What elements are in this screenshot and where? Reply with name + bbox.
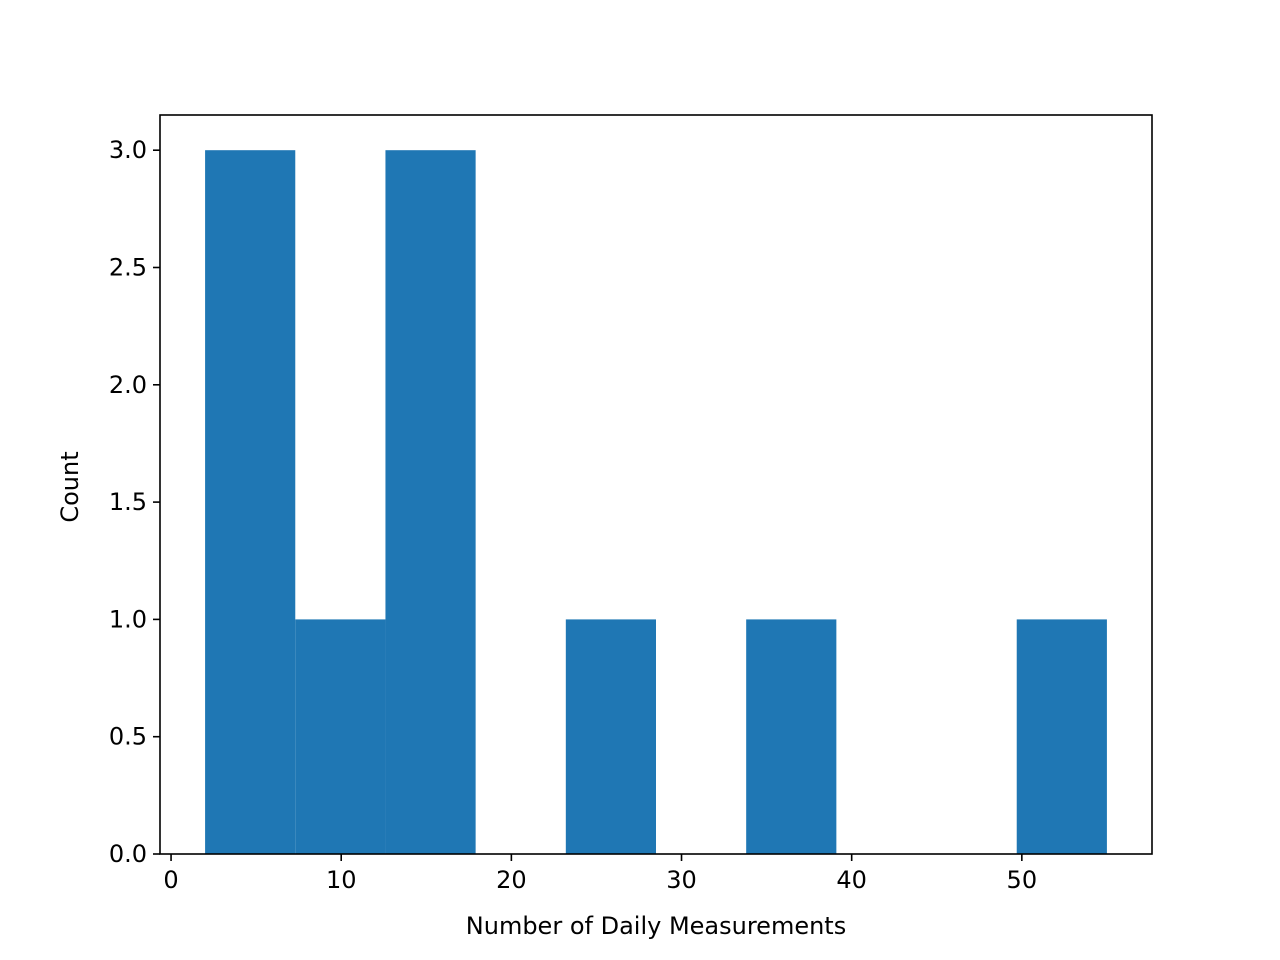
y-axis: 0.0 0.5 1.0 1.5 2.0 2.5 3.0 [109, 136, 160, 868]
y-tick-label: 0.0 [109, 840, 147, 868]
bars-group [205, 150, 1107, 854]
y-tick-label: 0.5 [109, 723, 147, 751]
x-tick-label: 20 [496, 866, 527, 894]
histogram-bar [295, 619, 386, 854]
histogram-bar [385, 150, 476, 854]
histogram-bar [1016, 619, 1107, 854]
y-tick-label: 1.0 [109, 605, 147, 633]
x-axis: 0 10 20 30 40 50 [163, 854, 1037, 894]
x-tick-label: 0 [163, 866, 178, 894]
x-tick-label: 50 [1007, 866, 1038, 894]
y-axis-label: Count [56, 451, 84, 522]
plot-frame [159, 114, 1153, 855]
x-tick-label: 40 [836, 866, 867, 894]
x-axis-label: Number of Daily Measurements [466, 912, 846, 940]
y-tick-label: 3.0 [109, 136, 147, 164]
histogram-bar [205, 150, 296, 854]
y-tick-label: 2.0 [109, 371, 147, 399]
x-tick-label: 10 [326, 866, 357, 894]
y-tick-label: 1.5 [109, 488, 147, 516]
y-tick-label: 2.5 [109, 253, 147, 281]
x-tick-label: 30 [666, 866, 697, 894]
histogram-bar [746, 619, 837, 854]
histogram-bar [565, 619, 656, 854]
